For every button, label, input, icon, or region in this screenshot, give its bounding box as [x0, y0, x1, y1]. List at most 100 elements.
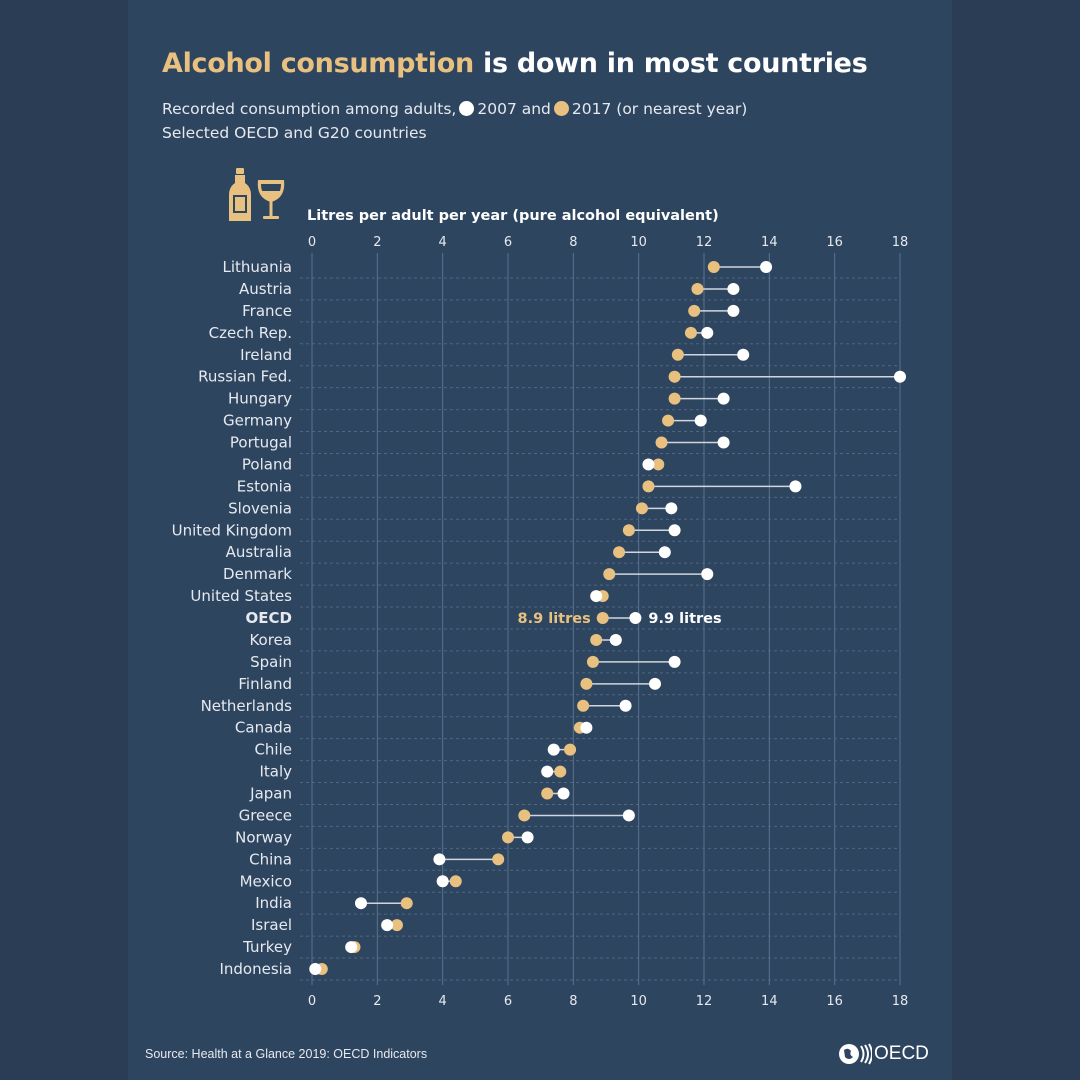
point-2007 — [521, 831, 534, 844]
legend-2017-label: 2017 (or nearest year) — [571, 100, 748, 118]
oecd-2017-annotation: 8.9 litres — [517, 611, 590, 627]
country-label: Spain — [250, 653, 292, 671]
x-tick-label-top: 8 — [569, 235, 577, 250]
point-2007 — [590, 590, 603, 603]
point-2017 — [668, 370, 681, 383]
point-2007 — [701, 326, 714, 339]
x-tick-label-top: 10 — [630, 235, 647, 250]
point-2017 — [688, 304, 701, 317]
subtitle: Recorded consumption among adults, 2007 a… — [162, 100, 747, 118]
page-title: Alcohol consumption is down in most coun… — [162, 48, 868, 79]
x-tick-label-top: 4 — [439, 235, 447, 250]
point-2017 — [586, 655, 599, 668]
point-2017 — [707, 261, 720, 273]
point-2017 — [635, 502, 648, 515]
logo-text: OECD — [874, 1043, 929, 1064]
x-tick-label-bottom: 16 — [826, 994, 843, 1009]
point-2007 — [355, 897, 367, 910]
country-label: Netherlands — [201, 697, 293, 715]
x-tick-label-top: 18 — [892, 235, 909, 250]
point-2007 — [665, 502, 678, 515]
country-label: India — [255, 894, 292, 912]
point-2017 — [596, 612, 609, 624]
point-2007 — [694, 414, 707, 427]
country-label: United States — [190, 587, 292, 605]
alcohol-icon — [229, 168, 285, 221]
x-tick-label-bottom: 6 — [504, 994, 512, 1009]
point-2017 — [642, 480, 655, 493]
x-tick-label-top: 2 — [373, 235, 381, 250]
country-label: Czech Rep. — [209, 324, 292, 342]
country-label: Slovenia — [228, 499, 292, 517]
x-tick-label-bottom: 2 — [373, 994, 381, 1009]
point-2007 — [433, 853, 446, 866]
point-2017 — [655, 436, 668, 449]
point-2007 — [789, 480, 802, 493]
country-label: Ireland — [240, 346, 292, 364]
x-tick-label-top: 6 — [504, 235, 512, 250]
point-2017 — [590, 633, 603, 646]
point-2017 — [492, 853, 505, 866]
x-tick-label-top: 14 — [761, 235, 778, 250]
point-2017 — [518, 809, 531, 822]
country-label: Indonesia — [219, 960, 292, 978]
country-label: United Kingdom — [172, 521, 292, 539]
point-2017 — [554, 765, 567, 778]
subtitle-line2: Selected OECD and G20 countries — [162, 124, 427, 142]
point-2007 — [580, 721, 593, 734]
country-label: Denmark — [223, 565, 292, 583]
legend-2007-label: 2007 and — [477, 100, 551, 118]
point-2007 — [619, 699, 632, 712]
point-2007 — [668, 524, 681, 537]
title-rest: is down in most countries — [473, 48, 868, 79]
x-tick-label-bottom: 4 — [439, 994, 447, 1009]
x-tick-label-bottom: 8 — [569, 994, 577, 1009]
country-label: Japan — [249, 785, 292, 803]
legend-2017-dot — [553, 101, 569, 116]
point-2017 — [564, 743, 577, 756]
country-label: Poland — [242, 455, 292, 473]
country-label: Turkey — [242, 938, 292, 956]
x-tick-label-bottom: 14 — [761, 994, 778, 1009]
point-2007 — [629, 612, 642, 624]
point-2007 — [894, 370, 906, 383]
oecd-globe-icon — [839, 1043, 872, 1065]
x-tick-label-bottom: 12 — [696, 994, 713, 1009]
country-label: Germany — [223, 412, 292, 430]
point-2007 — [622, 809, 635, 822]
point-2017 — [668, 392, 681, 405]
x-tick-label-bottom: 10 — [630, 994, 647, 1009]
point-2007 — [727, 304, 740, 317]
point-2017 — [577, 699, 590, 712]
country-label: Austria — [239, 280, 292, 298]
x-tick-label-top: 0 — [308, 235, 316, 250]
country-label: Lithuania — [223, 258, 292, 276]
country-label: Norway — [235, 828, 292, 846]
wine-glass-icon — [257, 180, 285, 219]
point-2007 — [717, 392, 730, 405]
country-label: Australia — [226, 543, 292, 561]
point-2017 — [691, 282, 704, 295]
point-2017 — [400, 897, 413, 910]
point-2007 — [642, 458, 655, 471]
country-label: Italy — [259, 763, 292, 781]
point-2007 — [345, 941, 358, 954]
point-2017 — [671, 348, 684, 361]
point-2007 — [760, 261, 773, 273]
point-2017 — [502, 831, 514, 844]
point-2007 — [541, 765, 554, 778]
point-2007 — [436, 875, 449, 888]
country-label: Israel — [251, 916, 292, 934]
point-2007 — [717, 436, 730, 449]
point-2017 — [580, 677, 593, 690]
country-label: Russian Fed. — [198, 368, 292, 386]
country-label: Hungary — [228, 390, 292, 408]
country-label: Finland — [238, 675, 292, 693]
point-2007 — [381, 919, 394, 932]
point-2017 — [541, 787, 554, 800]
point-2017 — [390, 919, 403, 932]
point-2007 — [547, 743, 560, 756]
point-2017 — [613, 546, 626, 559]
x-tick-label-top: 12 — [696, 235, 713, 250]
oecd-logo: OECD — [838, 1042, 929, 1066]
